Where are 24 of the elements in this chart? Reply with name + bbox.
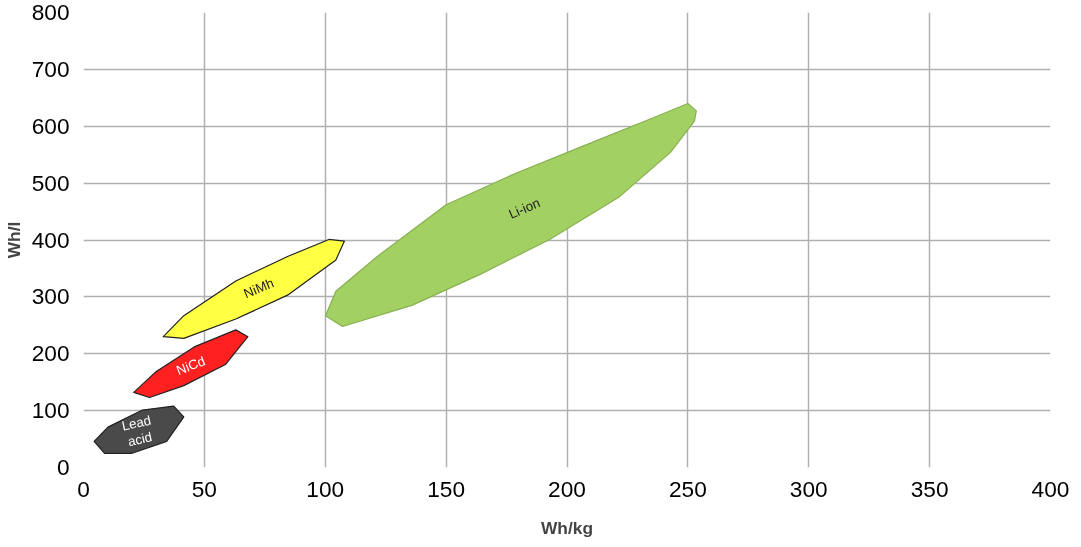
x-tick-label: 50 xyxy=(191,475,217,502)
y-tick-label: 600 xyxy=(31,112,70,139)
x-tick-label: 350 xyxy=(910,475,949,502)
x-tick-label: 300 xyxy=(789,475,828,502)
series-label: NiCd xyxy=(174,353,208,378)
y-tick-label: 100 xyxy=(31,397,70,424)
y-tick-label: 300 xyxy=(31,283,70,310)
y-tick-label: 0 xyxy=(56,454,70,480)
y-tick-label: 400 xyxy=(31,226,70,253)
x-tick-label: 250 xyxy=(668,475,707,502)
y-axis-title: Wh/l xyxy=(3,221,24,259)
y-tick-label: 500 xyxy=(31,169,70,196)
series-label: Li-ion xyxy=(506,195,543,222)
x-axis-title: Wh/kg xyxy=(541,517,593,538)
x-tick-label: 200 xyxy=(548,475,586,502)
x-tick-label: 100 xyxy=(306,475,345,502)
x-tick-label: 0 xyxy=(77,475,90,502)
x-tick-label: 400 xyxy=(1031,475,1070,502)
series-label: NiMh xyxy=(241,275,276,302)
series-label: Lead acid xyxy=(120,412,154,450)
y-tick-label: 200 xyxy=(31,340,70,367)
y-tick-label: 700 xyxy=(31,55,70,82)
x-tick-label: 150 xyxy=(427,475,466,502)
y-tick-label: 800 xyxy=(31,0,70,25)
